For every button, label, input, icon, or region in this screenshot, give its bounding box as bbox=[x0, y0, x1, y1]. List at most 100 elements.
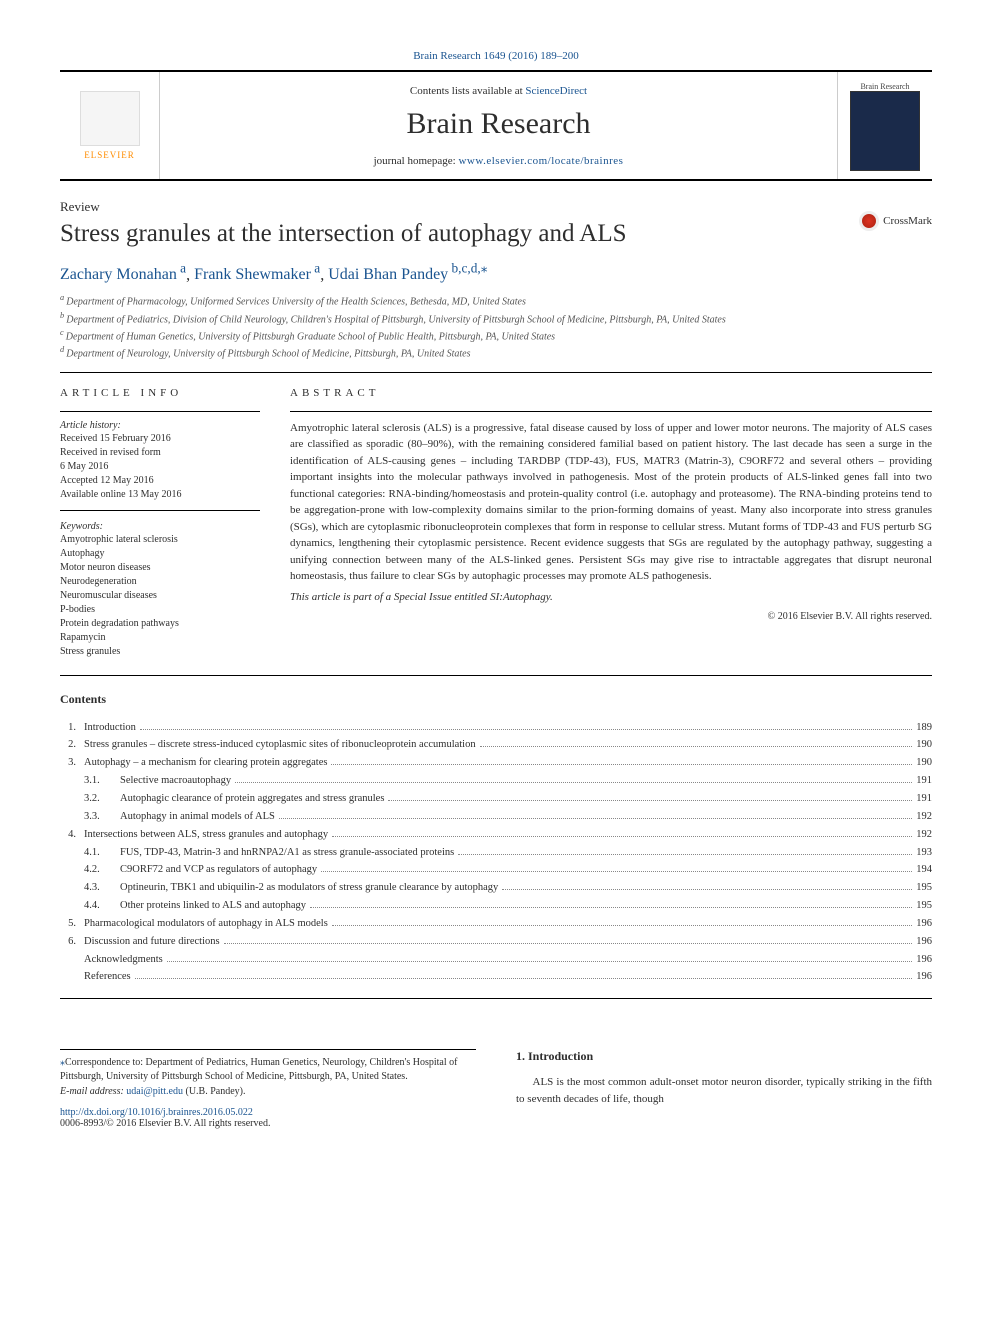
publisher-logo[interactable]: ELSEVIER bbox=[60, 72, 160, 179]
toc-page: 193 bbox=[916, 844, 932, 862]
toc-dots bbox=[279, 818, 912, 819]
toc-row[interactable]: 3.Autophagy – a mechanism for clearing p… bbox=[60, 754, 932, 772]
abstract-copyright: © 2016 Elsevier B.V. All rights reserved… bbox=[290, 611, 932, 622]
history-item: Received in revised form bbox=[60, 446, 260, 460]
toc-row[interactable]: 4.2.C9ORF72 and VCP as regulators of aut… bbox=[84, 861, 932, 879]
affiliation-line: b Department of Pediatrics, Division of … bbox=[60, 310, 932, 327]
author-name-link[interactable]: Udai Bhan Pandey bbox=[328, 266, 448, 283]
email-link[interactable]: udai@pitt.edu bbox=[126, 1086, 183, 1097]
crossmark-badge[interactable]: CrossMark bbox=[859, 211, 932, 231]
toc-row[interactable]: 5.Pharmacological modulators of autophag… bbox=[60, 915, 932, 933]
keyword: Protein degradation pathways bbox=[60, 617, 260, 631]
history-item: Accepted 12 May 2016 bbox=[60, 474, 260, 488]
contents-prefix: Contents lists available at bbox=[410, 85, 525, 97]
toc-row[interactable]: 4.Intersections between ALS, stress gran… bbox=[60, 826, 932, 844]
toc-number: 1. bbox=[60, 719, 84, 737]
email-person: (U.B. Pandey). bbox=[183, 1086, 246, 1097]
footer-copyright: 0006-8993/© 2016 Elsevier B.V. All right… bbox=[60, 1118, 476, 1129]
keywords-label: Keywords: bbox=[60, 521, 260, 532]
author-name-link[interactable]: Frank Shewmaker bbox=[194, 266, 311, 283]
toc-dots bbox=[502, 889, 912, 890]
correspondence-note: ⁎Correspondence to: Department of Pediat… bbox=[60, 1049, 476, 1084]
journal-name: Brain Research bbox=[160, 107, 837, 141]
doi-link[interactable]: http://dx.doi.org/10.1016/j.brainres.201… bbox=[60, 1107, 253, 1118]
corresponding-star-icon: ⁎ bbox=[481, 261, 488, 276]
toc-title: C9ORF72 and VCP as regulators of autopha… bbox=[120, 861, 317, 879]
author-name-link[interactable]: Zachary Monahan bbox=[60, 266, 177, 283]
toc-title: Stress granules – discrete stress-induce… bbox=[84, 736, 476, 754]
toc-page: 191 bbox=[916, 790, 932, 808]
author: Frank Shewmaker a bbox=[194, 266, 320, 283]
toc-title: Discussion and future directions bbox=[84, 933, 220, 951]
toc-row[interactable]: 4.1.FUS, TDP-43, Matrin-3 and hnRNPA2/A1… bbox=[84, 844, 932, 862]
toc-title: Autophagic clearance of protein aggregat… bbox=[120, 790, 384, 808]
toc-page: 195 bbox=[916, 897, 932, 915]
toc-page: 196 bbox=[916, 933, 932, 951]
toc-row[interactable]: 6.Discussion and future directions 196 bbox=[60, 933, 932, 951]
keyword: P-bodies bbox=[60, 603, 260, 617]
intro-column: 1. Introduction ALS is the most common a… bbox=[516, 1049, 932, 1129]
top-citation: Brain Research 1649 (2016) 189–200 bbox=[60, 50, 932, 62]
toc-row[interactable]: 1.Introduction 189 bbox=[60, 719, 932, 737]
keyword: Autophagy bbox=[60, 547, 260, 561]
keyword: Rapamycin bbox=[60, 631, 260, 645]
article-info: ARTICLE INFO Article history: Received 1… bbox=[60, 387, 260, 659]
toc-title: Intersections between ALS, stress granul… bbox=[84, 826, 328, 844]
toc-row[interactable]: 4.3.Optineurin, TBK1 and ubiquilin-2 as … bbox=[84, 879, 932, 897]
author: Udai Bhan Pandey b,c,d,⁎ bbox=[328, 266, 487, 283]
toc-title: Pharmacological modulators of autophagy … bbox=[84, 915, 328, 933]
homepage-link[interactable]: www.elsevier.com/locate/brainres bbox=[458, 155, 623, 167]
toc-title: Other proteins linked to ALS and autopha… bbox=[120, 897, 306, 915]
homepage-prefix: journal homepage: bbox=[374, 155, 459, 167]
toc-row[interactable]: 3.2.Autophagic clearance of protein aggr… bbox=[84, 790, 932, 808]
toc-page: 196 bbox=[916, 968, 932, 986]
toc-number: 5. bbox=[60, 915, 84, 933]
toc-row[interactable]: 4.4.Other proteins linked to ALS and aut… bbox=[84, 897, 932, 915]
toc-row[interactable]: 3.1.Selective macroautophagy191 bbox=[84, 772, 932, 790]
toc-number: 6. bbox=[60, 933, 84, 951]
toc-page: 189 bbox=[916, 719, 932, 737]
email-label: E-mail address: bbox=[60, 1086, 126, 1097]
crossmark-label: CrossMark bbox=[883, 215, 932, 227]
toc-page: 196 bbox=[916, 951, 932, 969]
toc-title: Introduction bbox=[84, 719, 136, 737]
toc-number: 3.2. bbox=[84, 790, 120, 808]
toc-dots bbox=[332, 836, 912, 837]
toc-number: 2. bbox=[60, 736, 84, 754]
toc-number: 3.3. bbox=[84, 808, 120, 826]
cover-image-icon bbox=[850, 91, 920, 171]
toc-number: 4. bbox=[60, 826, 84, 844]
toc-page: 190 bbox=[916, 736, 932, 754]
affiliation-line: a Department of Pharmacology, Uniformed … bbox=[60, 292, 932, 309]
keyword: Motor neuron diseases bbox=[60, 561, 260, 575]
journal-header: ELSEVIER Contents lists available at Sci… bbox=[60, 70, 932, 181]
author: Zachary Monahan a bbox=[60, 266, 186, 283]
keyword: Amyotrophic lateral sclerosis bbox=[60, 533, 260, 547]
keyword: Neurodegeneration bbox=[60, 575, 260, 589]
toc-title: Selective macroautophagy bbox=[120, 772, 231, 790]
article-type: Review bbox=[60, 199, 932, 215]
history-item: Received 15 February 2016 bbox=[60, 432, 260, 446]
citation-link[interactable]: Brain Research 1649 (2016) 189–200 bbox=[413, 50, 579, 62]
toc-number: 4.3. bbox=[84, 879, 120, 897]
toc-title: Acknowledgments bbox=[84, 951, 163, 969]
toc-dots bbox=[321, 871, 912, 872]
toc-title: Autophagy in animal models of ALS bbox=[120, 808, 275, 826]
affiliations: a Department of Pharmacology, Uniformed … bbox=[60, 292, 932, 372]
author-affiliation-sup: b,c,d,⁎ bbox=[448, 261, 487, 276]
toc-row[interactable]: 3.3.Autophagy in animal models of ALS192 bbox=[84, 808, 932, 826]
toc-page: 190 bbox=[916, 754, 932, 772]
sciencedirect-link[interactable]: ScienceDirect bbox=[525, 85, 587, 97]
toc-row[interactable]: 2.Stress granules – discrete stress-indu… bbox=[60, 736, 932, 754]
toc-title: Autophagy – a mechanism for clearing pro… bbox=[84, 754, 327, 772]
toc-number: 4.2. bbox=[84, 861, 120, 879]
toc-row[interactable]: Acknowledgments 196 bbox=[60, 951, 932, 969]
affiliation-line: c Department of Human Genetics, Universi… bbox=[60, 327, 932, 344]
toc-page: 196 bbox=[916, 915, 932, 933]
journal-cover[interactable]: Brain Research bbox=[837, 72, 932, 179]
contents-title: Contents bbox=[60, 692, 932, 707]
intro-text: ALS is the most common adult-onset motor… bbox=[516, 1074, 932, 1107]
abstract-text: Amyotrophic lateral sclerosis (ALS) is a… bbox=[290, 420, 932, 585]
history-label: Article history: bbox=[60, 420, 260, 431]
toc-row[interactable]: References196 bbox=[60, 968, 932, 986]
